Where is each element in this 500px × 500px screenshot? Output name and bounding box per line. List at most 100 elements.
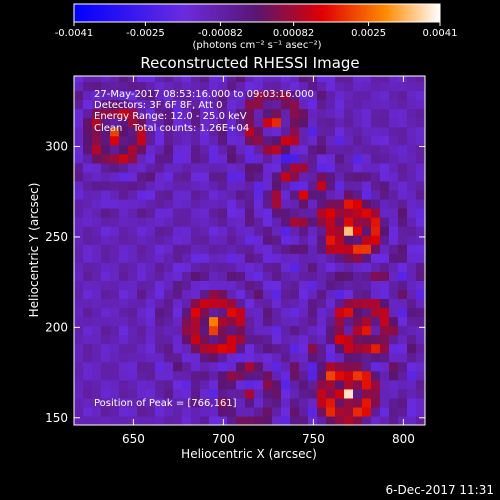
heatmap-cell [146,76,156,83]
heatmap-cell [218,244,228,254]
heatmap-cell [335,180,345,191]
heatmap-cell [101,81,111,92]
heatmap-cell [317,126,327,137]
heatmap-cell [263,397,273,408]
heatmap-cell [182,81,192,92]
heatmap-cell [83,171,93,182]
heatmap-cell [335,208,345,218]
heatmap-cell [290,343,300,354]
heatmap-cell [245,108,255,119]
heatmap-cell [101,388,111,399]
heatmap-cell [335,244,345,254]
heatmap-cell [263,135,273,146]
heatmap-cell [308,226,318,236]
heatmap-cell [335,198,345,209]
heatmap-cell [380,117,390,128]
heatmap-cell [317,76,327,83]
heatmap-cell [281,153,291,164]
heatmap-cell [173,289,183,300]
heatmap-cell [272,271,282,281]
heatmap-cell [83,379,93,390]
heatmap-cell [92,379,102,390]
heatmap-cell [128,262,138,272]
heatmap-cell [263,198,273,209]
heatmap-cell [335,189,345,200]
heatmap-cell [173,99,183,110]
heatmap-cell [245,81,255,92]
heatmap-cell [389,397,399,408]
heatmap-cell [389,198,399,209]
heatmap-cell [335,153,345,164]
heatmap-cell [119,90,129,101]
heatmap-cell [380,90,390,101]
heatmap-cell [173,162,183,173]
heatmap-cell [281,126,291,137]
heatmap-cell [128,370,138,381]
heatmap-cell [317,153,327,164]
heatmap-cell [245,226,255,236]
heatmap-cell [281,271,291,281]
heatmap-cell [101,144,111,155]
heatmap-cell [317,108,327,119]
heatmap-cell [119,76,129,83]
heatmap-cell [137,406,147,417]
heatmap-cell [344,415,354,425]
heatmap-cell [119,189,129,200]
heatmap-cell [236,316,246,327]
heatmap-cell [173,334,183,345]
heatmap-cell [317,316,327,327]
heatmap-cell [200,406,210,417]
heatmap-cell [173,325,183,336]
heatmap-cell [227,108,237,119]
heatmap-cell [407,189,417,200]
heatmap-cell [416,198,425,209]
heatmap-cell [344,370,354,381]
heatmap-cell [128,76,138,83]
heatmap-cell [263,388,273,399]
heatmap-cell [380,352,390,363]
heatmap-cell [308,388,318,399]
heatmap-cell [74,325,84,336]
heatmap-cell [236,325,246,336]
heatmap-cell [272,307,282,318]
heatmap-cell [74,90,84,101]
heatmap-cell [236,76,246,83]
heatmap-cell [326,208,336,218]
heatmap-cell [317,226,327,236]
heatmap-cell [254,343,264,354]
heatmap-cell [218,415,228,425]
heatmap-cell [191,108,201,119]
heatmap-cell [164,135,174,146]
heatmap-cell [137,370,147,381]
heatmap-cell [362,235,372,245]
heatmap-cell [218,180,228,191]
heatmap-cell [191,217,201,227]
heatmap-cell [155,406,165,417]
heatmap-cell [191,208,201,218]
heatmap-cell [254,117,264,128]
heatmap-cell [155,135,165,146]
heatmap-cell [191,117,201,128]
heatmap-cell [344,126,354,137]
heatmap-cell [407,397,417,408]
heatmap-cell [398,99,408,110]
heatmap-cell [407,325,417,336]
heatmap-cell [398,415,408,425]
heatmap-cell [182,99,192,110]
heatmap-cell [137,334,147,345]
heatmap-cell [272,316,282,327]
heatmap-cell [272,153,282,164]
heatmap-cell [137,90,147,101]
heatmap-cell [389,81,399,92]
heatmap-cell [353,325,363,336]
heatmap-cell [335,406,345,417]
heatmap-cell [272,108,282,119]
heatmap-cell [335,307,345,318]
heatmap-cell [191,406,201,417]
heatmap-cell [92,334,102,345]
heatmap-cell [335,316,345,327]
heatmap-cell [254,126,264,137]
heatmap-cell [146,406,156,417]
heatmap-cell [371,81,381,92]
